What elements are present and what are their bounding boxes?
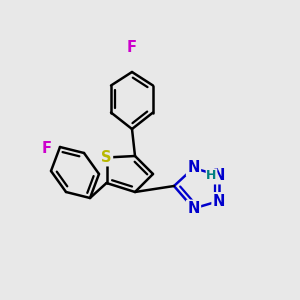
Text: N: N: [213, 194, 225, 208]
Text: S: S: [101, 150, 112, 165]
Text: F: F: [127, 40, 137, 56]
Text: N: N: [187, 160, 200, 175]
Text: N: N: [187, 201, 200, 216]
Text: H: H: [206, 169, 217, 182]
Text: F: F: [41, 141, 52, 156]
Text: N: N: [213, 168, 225, 183]
